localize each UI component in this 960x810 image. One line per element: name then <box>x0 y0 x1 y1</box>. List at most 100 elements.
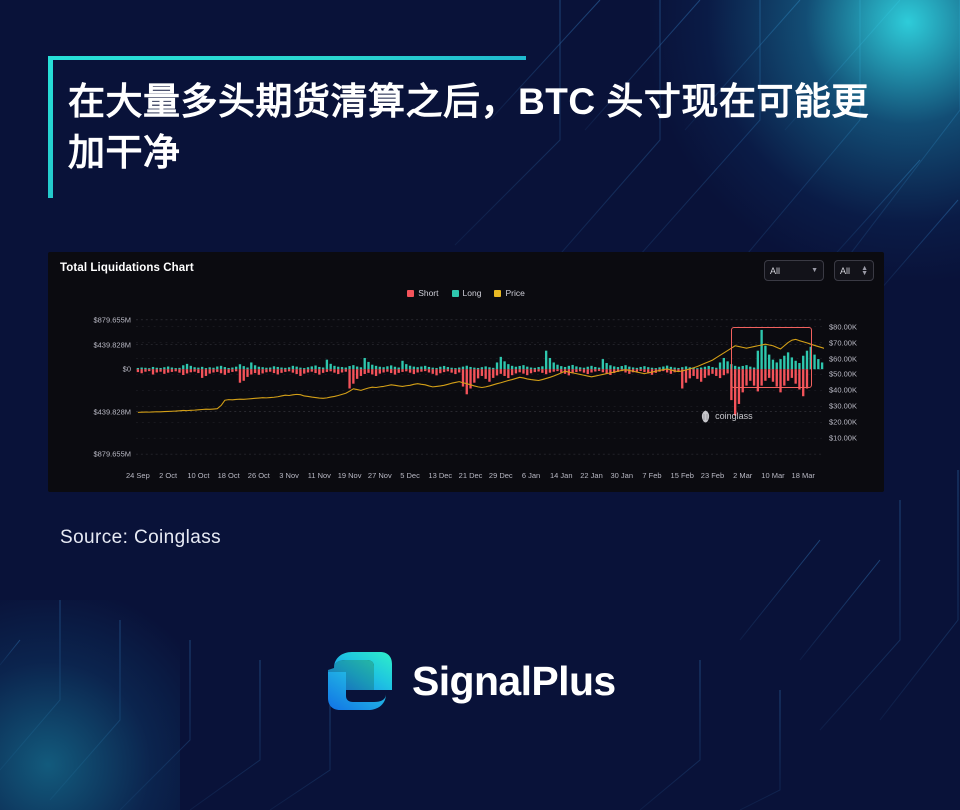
bar-long <box>575 366 578 370</box>
legend-item-long[interactable]: Long <box>451 288 481 298</box>
bar-long <box>609 365 612 370</box>
watermark-label: coinglass <box>715 411 753 421</box>
bar-short <box>718 369 722 379</box>
exchange-select[interactable]: All ▼ <box>764 260 824 281</box>
bar-short <box>170 369 174 372</box>
bar-long <box>250 362 253 370</box>
bar-long <box>768 354 771 370</box>
bar-short <box>223 369 227 375</box>
bar-short <box>325 369 329 372</box>
bar-long <box>159 367 162 370</box>
bar-short <box>200 369 204 378</box>
bar-long <box>752 367 756 370</box>
bar-short <box>760 369 763 386</box>
bar-long <box>182 365 185 370</box>
bar-short <box>711 369 714 374</box>
x-axis-tick: 13 Dec <box>428 471 453 480</box>
legend-item-short[interactable]: Short <box>407 288 439 298</box>
bar-long <box>246 367 249 370</box>
bar-short <box>737 369 741 404</box>
bar-long <box>688 367 691 370</box>
bar-long <box>775 362 778 370</box>
bar-short <box>684 369 688 383</box>
bar-long <box>374 365 378 370</box>
bar-long <box>484 366 487 370</box>
bar-long <box>231 367 234 370</box>
bar-long <box>166 366 170 370</box>
bar-long <box>469 366 472 370</box>
bar-long <box>208 367 211 370</box>
bar-short <box>597 369 601 371</box>
bar-short <box>730 369 733 401</box>
bar-short <box>401 369 404 372</box>
bar-short <box>193 369 196 372</box>
bar-long <box>567 365 571 370</box>
bar-long <box>582 367 586 370</box>
bar-short <box>306 369 310 373</box>
bar-short <box>397 369 400 373</box>
bar-short <box>665 369 669 373</box>
bar-short <box>461 369 465 387</box>
bar-long <box>227 367 230 370</box>
bar-short <box>299 369 302 376</box>
symbol-select[interactable]: All ▲ ▼ <box>834 260 874 281</box>
bar-long <box>303 368 306 370</box>
bar-short <box>231 369 234 372</box>
y-left-tick: $879.655M <box>93 315 131 325</box>
bar-long <box>461 366 465 370</box>
bar-short <box>756 369 760 392</box>
bar-short <box>155 369 158 373</box>
bar-long <box>348 366 351 370</box>
bar-long <box>794 360 797 370</box>
bar-short <box>359 369 363 376</box>
bar-long <box>219 365 223 370</box>
bar-long <box>442 365 446 370</box>
bar-long <box>340 367 344 370</box>
bar-long <box>537 367 540 370</box>
bar-long <box>503 361 506 370</box>
bar-long <box>151 366 155 370</box>
bar-long <box>715 367 718 370</box>
bar-long <box>333 365 336 370</box>
bar-short <box>465 369 468 395</box>
bar-long <box>272 366 276 370</box>
bar-long <box>809 346 812 370</box>
bar-long <box>371 364 374 370</box>
y-left-tick: $439.828M <box>93 340 131 349</box>
bar-long <box>802 355 805 370</box>
bar-short <box>802 369 805 397</box>
bar-long <box>480 367 484 370</box>
bar-long <box>163 367 166 370</box>
y-right-tick: $40.00K <box>829 385 857 395</box>
bar-short <box>699 369 703 382</box>
y-right-tick: $30.00K <box>829 401 857 411</box>
bar-long <box>269 367 272 370</box>
gridlines <box>136 319 824 455</box>
bar-long <box>189 365 192 370</box>
bar-short <box>529 369 533 374</box>
bar-short <box>722 369 725 376</box>
coinglass-watermark: coinglass <box>700 410 753 423</box>
bar-long <box>620 366 623 370</box>
bar-short <box>752 369 756 386</box>
bar-short <box>393 369 397 375</box>
bar-long <box>140 367 143 370</box>
x-axis-tick: 24 Sep <box>125 471 150 480</box>
legend-item-price[interactable]: Price <box>494 288 525 298</box>
bar-long <box>382 367 385 370</box>
exchange-select-value: All <box>770 265 781 276</box>
bar-short <box>696 369 699 379</box>
bar-short <box>340 369 344 373</box>
bar-long <box>510 365 514 370</box>
bar-long <box>367 361 370 370</box>
x-axis-tick: 2 Oct <box>159 471 178 480</box>
bar-short <box>269 369 272 372</box>
bar-short <box>544 369 548 375</box>
x-axis-tick: 10 Mar <box>761 471 785 480</box>
bar-short <box>590 369 593 373</box>
bar-short <box>586 369 589 375</box>
bar-long <box>783 355 786 370</box>
bar-long <box>533 367 536 370</box>
x-axis-tick: 21 Dec <box>458 471 483 480</box>
bar-short <box>733 369 737 416</box>
